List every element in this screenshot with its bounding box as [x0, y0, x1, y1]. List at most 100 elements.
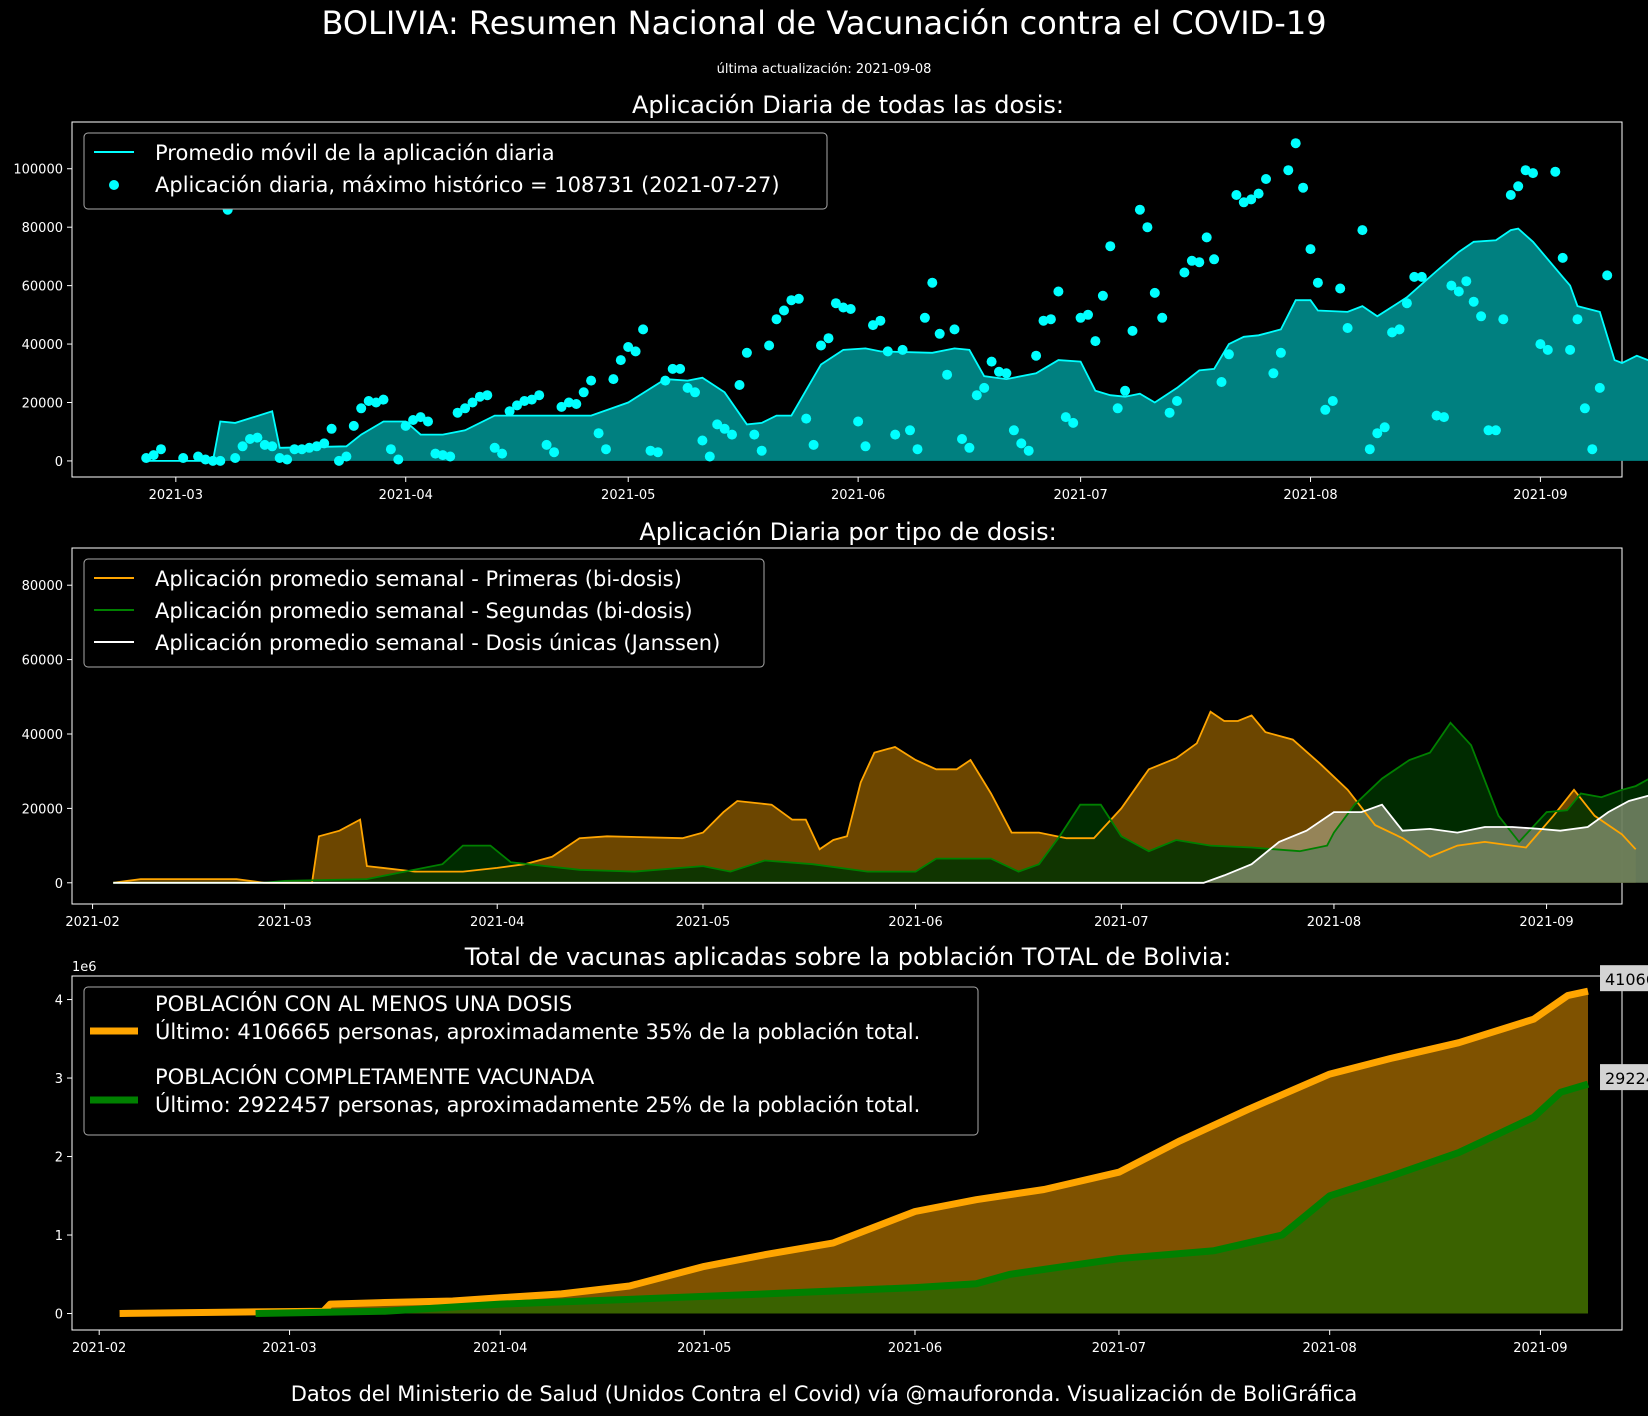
daily-point — [934, 328, 945, 339]
daily-point — [207, 455, 218, 466]
daily-point — [1557, 252, 1568, 263]
panel1-y-tick-label: 80000 — [22, 221, 63, 236]
panel2-x-tick-label: 2021-09 — [1519, 915, 1573, 930]
daily-point — [994, 366, 1004, 377]
daily-point — [912, 444, 923, 455]
daily-point — [460, 403, 471, 414]
figure-title: BOLIVIA: Resumen Nacional de Vacunación … — [321, 4, 1326, 42]
daily-point — [563, 397, 574, 408]
daily-point — [1461, 276, 1472, 287]
daily-point — [1372, 428, 1383, 439]
daily-point — [541, 439, 552, 450]
daily-point — [467, 397, 478, 408]
daily-point — [682, 382, 693, 393]
figure-footer: Datos del Ministerio de Salud (Unidos Co… — [291, 1382, 1358, 1406]
daily-point — [519, 396, 530, 406]
daily-point — [1594, 382, 1605, 393]
daily-point — [1172, 396, 1182, 406]
daily-point — [979, 382, 990, 393]
legend-swatch-dot — [109, 180, 119, 190]
daily-point — [378, 394, 389, 405]
daily-point — [1342, 323, 1353, 333]
panel2-x-tick-label: 2021-05 — [676, 915, 730, 930]
daily-point — [230, 453, 241, 463]
daily-point — [252, 432, 263, 443]
daily-point — [1579, 403, 1590, 414]
legend-label-complete: POBLACIÓN COMPLETAMENTE VACUNADA — [155, 1064, 595, 1089]
daily-point — [549, 447, 560, 458]
daily-point — [415, 412, 426, 423]
panel3-x-tick-label: 2021-06 — [888, 1341, 942, 1356]
daily-point — [274, 453, 285, 463]
daily-point — [1112, 403, 1123, 414]
daily-point — [1031, 350, 1042, 361]
daily-point — [919, 312, 930, 323]
daily-point — [615, 355, 626, 366]
daily-point — [1016, 438, 1027, 449]
daily-point — [245, 434, 255, 444]
panel1-x-tick-label: 2021-03 — [149, 488, 203, 503]
daily-point — [660, 375, 671, 386]
daily-point — [430, 448, 441, 459]
panel3-x-tick-label: 2021-09 — [1513, 1341, 1567, 1356]
daily-point — [905, 425, 915, 436]
legend-label-primeras: Aplicación promedio semanal - Primeras (… — [155, 567, 682, 591]
daily-point — [801, 413, 812, 424]
daily-point — [474, 391, 485, 402]
daily-point — [1283, 165, 1294, 176]
daily-point — [1090, 336, 1101, 347]
daily-point — [1483, 425, 1494, 436]
daily-point — [578, 387, 589, 398]
daily-point — [793, 293, 804, 304]
daily-point — [1223, 349, 1234, 360]
daily-point — [1068, 417, 1079, 428]
panel1-x-tick-label: 2021-08 — [1283, 488, 1337, 503]
panel1-x-tick-label: 2021-07 — [1053, 488, 1107, 503]
daily-point — [445, 451, 456, 462]
daily-point — [1505, 190, 1516, 200]
daily-point — [645, 445, 656, 456]
daily-point — [675, 363, 686, 374]
panel3-last-value-complete: 2922457 — [1605, 1069, 1648, 1088]
primeras-line — [113, 710, 1637, 884]
legend-detail-complete: Último: 2922457 personas, aproximadament… — [155, 1092, 920, 1117]
daily-point — [749, 429, 760, 440]
daily-point — [267, 441, 278, 452]
daily-point — [1468, 296, 1479, 307]
daily-point — [1023, 445, 1034, 456]
daily-point — [1431, 410, 1442, 421]
daily-point — [452, 407, 463, 418]
daily-point — [1298, 182, 1309, 193]
legend-label-segundas: Aplicación promedio semanal - Segundas (… — [155, 599, 693, 623]
daily-point — [1535, 339, 1546, 350]
panel3-y-tick-label: 3 — [55, 1072, 63, 1087]
panel2-y-tick-label: 0 — [55, 877, 63, 892]
daily-point — [1416, 271, 1427, 282]
panel1-y-tick-label: 20000 — [22, 396, 63, 411]
daily-point — [363, 396, 374, 406]
panel1-y-tick-label: 60000 — [22, 280, 63, 295]
figure-subtitle: última actualización: 2021-09-08 — [717, 62, 932, 77]
daily-point — [534, 390, 545, 401]
daily-point — [927, 277, 938, 288]
panel1-title: Aplicación Diaria de todas las dosis: — [632, 91, 1064, 119]
daily-point — [1409, 271, 1420, 282]
daily-point — [489, 442, 500, 453]
panel2-frame — [71, 547, 1623, 905]
daily-point — [816, 340, 826, 351]
daily-point — [304, 442, 315, 453]
daily-point — [1528, 168, 1538, 179]
daily-point — [853, 416, 864, 427]
panel3-last-value-one-dose: 4106665 — [1605, 970, 1648, 989]
daily-point — [1320, 404, 1331, 415]
panel3-frame — [71, 975, 1623, 1331]
daily-point — [393, 454, 404, 465]
panel1-x-tick-label: 2021-05 — [601, 488, 655, 503]
daily-point — [526, 394, 537, 405]
daily-point — [1053, 286, 1064, 297]
panel3-x-tick-label: 2021-08 — [1303, 1341, 1357, 1356]
daily-point — [1335, 283, 1346, 294]
panel2-title: Aplicación Diaria por tipo de dosis: — [639, 518, 1056, 546]
daily-point — [497, 448, 508, 459]
